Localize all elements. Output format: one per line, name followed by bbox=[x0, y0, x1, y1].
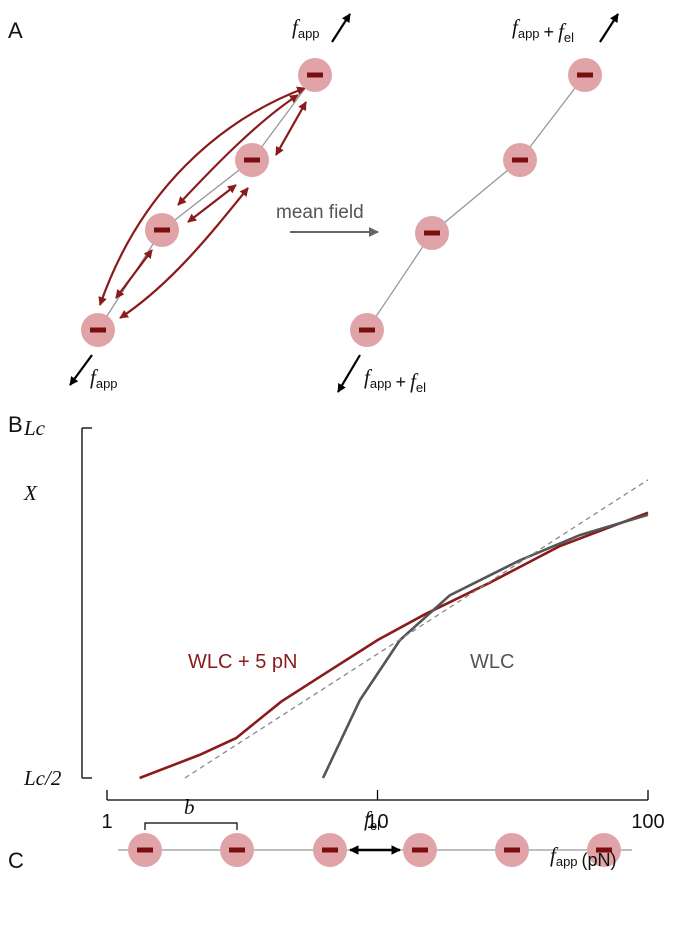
subscript: app bbox=[370, 376, 392, 391]
spacing-label: b bbox=[184, 795, 195, 819]
series-label: WLC bbox=[470, 651, 514, 673]
x-tick-label: 100 bbox=[631, 811, 664, 833]
x-tick-label: 1 bbox=[101, 811, 112, 833]
symbol: f bbox=[90, 365, 99, 389]
symbol: f bbox=[512, 15, 521, 39]
force-label: fel bbox=[364, 807, 380, 833]
charge bbox=[424, 230, 440, 236]
charge bbox=[307, 72, 323, 78]
series-label: WLC + 5 pN bbox=[188, 651, 297, 673]
subscript: app bbox=[298, 26, 320, 41]
charge bbox=[504, 847, 520, 853]
formula-text: + bbox=[544, 22, 555, 42]
charge bbox=[154, 227, 170, 233]
force-label: fapp + fel bbox=[364, 365, 426, 395]
symbol: f bbox=[292, 15, 301, 39]
subscript: el bbox=[564, 30, 574, 45]
panel-label: A bbox=[8, 18, 23, 43]
y-axis-label: X bbox=[23, 481, 38, 505]
force-label: fapp + fel bbox=[512, 15, 574, 45]
charge bbox=[412, 847, 428, 853]
charge bbox=[244, 157, 260, 163]
formula-text: (pN) bbox=[582, 850, 617, 870]
x-axis-label: fapp (pN) bbox=[550, 843, 617, 870]
subscript: app bbox=[96, 376, 118, 391]
force-label: fapp bbox=[292, 15, 320, 41]
panel-label: B bbox=[8, 412, 23, 437]
subscript: el bbox=[416, 380, 426, 395]
charge bbox=[90, 327, 106, 333]
subscript: app bbox=[556, 854, 578, 869]
beads bbox=[81, 58, 621, 867]
charge bbox=[322, 847, 338, 853]
panel-label: C bbox=[8, 848, 24, 873]
symbol: f bbox=[558, 19, 567, 43]
charge bbox=[229, 847, 245, 853]
subscript: el bbox=[370, 818, 380, 833]
charge bbox=[137, 847, 153, 853]
y-tick-label: Lc/2 bbox=[23, 766, 62, 790]
symbol: f bbox=[364, 365, 373, 389]
chain-right bbox=[290, 13, 619, 393]
symbol: f bbox=[364, 807, 373, 831]
charge bbox=[512, 157, 528, 163]
curve bbox=[139, 511, 649, 780]
charge bbox=[596, 847, 612, 853]
charge bbox=[359, 327, 375, 333]
subscript: app bbox=[518, 26, 540, 41]
force-label: fapp bbox=[90, 365, 118, 391]
formula-text: + bbox=[396, 372, 407, 392]
chain-c bbox=[118, 822, 632, 855]
curve bbox=[321, 513, 649, 779]
x-tick-label: 10 bbox=[366, 811, 388, 833]
symbol: f bbox=[550, 843, 559, 867]
arrow-label: mean field bbox=[276, 202, 364, 223]
charge bbox=[577, 72, 593, 78]
asymptote bbox=[184, 479, 649, 779]
symbol: f bbox=[410, 369, 419, 393]
y-tick-label: Lc bbox=[23, 416, 46, 440]
chain-left bbox=[69, 13, 351, 386]
